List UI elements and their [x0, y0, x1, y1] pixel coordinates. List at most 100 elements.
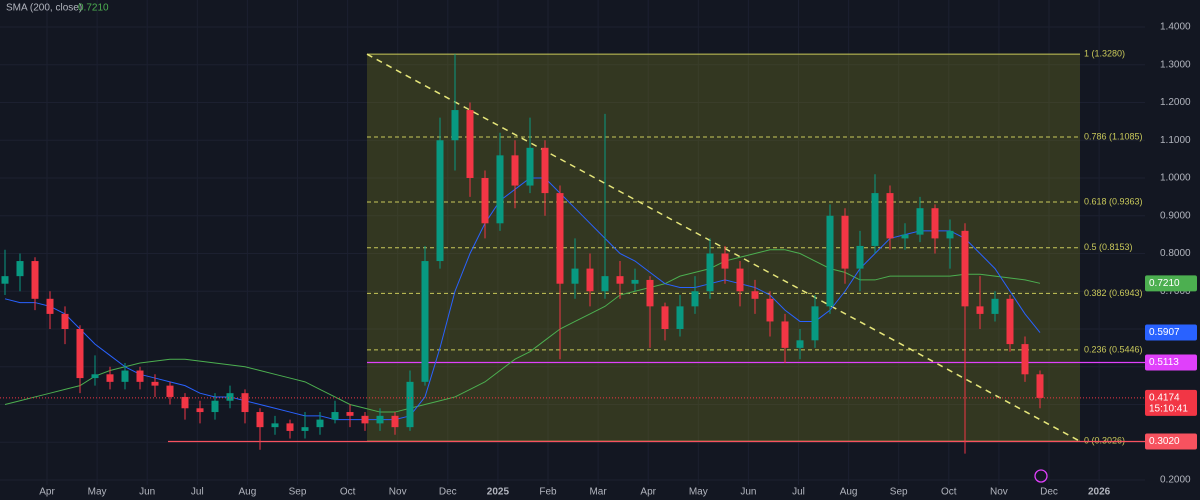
candle-body	[1006, 298, 1014, 345]
candle-body	[976, 306, 984, 314]
candle-body	[1, 276, 9, 284]
candle-body	[331, 412, 339, 420]
candle-body	[721, 253, 729, 269]
x-tick-label: Dec	[439, 487, 457, 498]
candle-body	[16, 261, 24, 277]
fib-label: 0.5 (0.8153)	[1084, 242, 1133, 252]
candle-body	[76, 329, 84, 379]
candle-body	[466, 110, 474, 178]
x-tick-label: Aug	[840, 487, 858, 498]
x-tick-label: May	[689, 487, 708, 498]
candle-body	[136, 370, 144, 382]
candle-body	[916, 208, 924, 235]
candle-body	[346, 412, 354, 416]
candle-body	[631, 279, 639, 284]
price-badge	[1145, 433, 1197, 450]
indicator-label: SMA (200, close)	[6, 3, 82, 14]
y-tick-label: 1.0000	[1160, 173, 1191, 184]
grid	[0, 0, 1145, 485]
x-tick-label: Mar	[589, 487, 607, 498]
x-tick-label: Oct	[340, 487, 356, 498]
candle-body	[226, 393, 234, 401]
candle-body	[811, 306, 819, 341]
candle-body	[931, 208, 939, 239]
candle-body	[391, 415, 399, 428]
fib-label: 0 (0.3026)	[1084, 436, 1125, 446]
fib-label: 1 (1.3280)	[1084, 49, 1125, 59]
x-tick-label: 2025	[487, 487, 510, 498]
candle-body	[826, 215, 834, 307]
candle-body	[241, 393, 249, 413]
y-tick-label: 0.9000	[1160, 210, 1191, 221]
y-tick-label: 0.8000	[1160, 248, 1191, 259]
candle-body	[511, 155, 519, 186]
x-tick-label: Jul	[191, 487, 204, 498]
fib-label: 0.786 (1.1085)	[1084, 131, 1143, 141]
candle-body	[421, 261, 429, 382]
candle-body	[766, 298, 774, 322]
candle-body	[106, 374, 114, 382]
candle-body	[961, 230, 969, 307]
candle-body	[691, 291, 699, 307]
candle-body	[856, 245, 864, 269]
x-tick-label: Sep	[890, 487, 908, 498]
countdown: 15:10:41	[1149, 404, 1188, 415]
candle-body	[121, 370, 129, 382]
price-badge	[1145, 324, 1197, 341]
x-tick-label: Apr	[640, 487, 656, 498]
y-tick-label: 1.3000	[1160, 59, 1191, 70]
x-tick-label: 2026	[1088, 487, 1111, 498]
price-badge	[1145, 389, 1197, 416]
candle-body	[706, 253, 714, 292]
sma-line	[4, 177, 1041, 421]
candle-body	[676, 306, 684, 329]
candle-body	[166, 385, 174, 397]
candle-body	[1021, 344, 1029, 375]
candle-body	[451, 110, 459, 141]
price-badge-label: 0.3020	[1149, 436, 1180, 447]
candle-body	[571, 268, 579, 284]
indicator-value: 0.7210	[78, 3, 109, 14]
x-tick-label: Nov	[990, 487, 1008, 498]
candle-body	[91, 374, 99, 379]
price-badge-label: 0.4174	[1149, 393, 1180, 404]
candle-body	[556, 193, 564, 284]
candle-body	[406, 381, 414, 428]
fib-label: 0.236 (0.5446)	[1084, 344, 1143, 354]
x-tick-label: Oct	[941, 487, 957, 498]
candle-body	[526, 147, 534, 186]
candle-body	[211, 400, 219, 413]
x-tick-label: Dec	[1040, 487, 1058, 498]
x-tick-label: Jun	[740, 487, 756, 498]
candle-body	[301, 427, 309, 431]
y-tick-label: 1.2000	[1160, 97, 1191, 108]
trend-line	[366, 53, 1081, 442]
candle-body	[781, 321, 789, 348]
candle-body	[616, 276, 624, 284]
candle-body	[751, 291, 759, 299]
candle-body	[196, 408, 204, 413]
replay-icon[interactable]	[1034, 469, 1048, 483]
candle-body	[181, 396, 189, 409]
candle-body	[271, 423, 279, 428]
price-badge-label: 0.5113	[1149, 357, 1179, 368]
candle-body	[286, 423, 294, 431]
x-tick-label: Jun	[139, 487, 155, 498]
y-tick-label: 1.1000	[1160, 135, 1191, 146]
candle-body	[376, 415, 384, 424]
price-badge-label: 0.5907	[1149, 327, 1180, 338]
fib-label: 0.382 (0.6943)	[1084, 288, 1143, 298]
candle-body	[946, 230, 954, 239]
candle-body	[841, 215, 849, 269]
candle-body	[46, 298, 54, 314]
y-tick-label: 1.4000	[1160, 22, 1191, 33]
x-tick-label: May	[88, 487, 107, 498]
candle-body	[256, 412, 264, 428]
candle-body	[481, 178, 489, 224]
y-tick-label: 0.7000	[1160, 286, 1191, 297]
candle-body	[151, 381, 159, 386]
candle-body	[31, 261, 39, 299]
fib-label: 0.618 (0.9363)	[1084, 196, 1143, 206]
candle-body	[796, 340, 804, 348]
